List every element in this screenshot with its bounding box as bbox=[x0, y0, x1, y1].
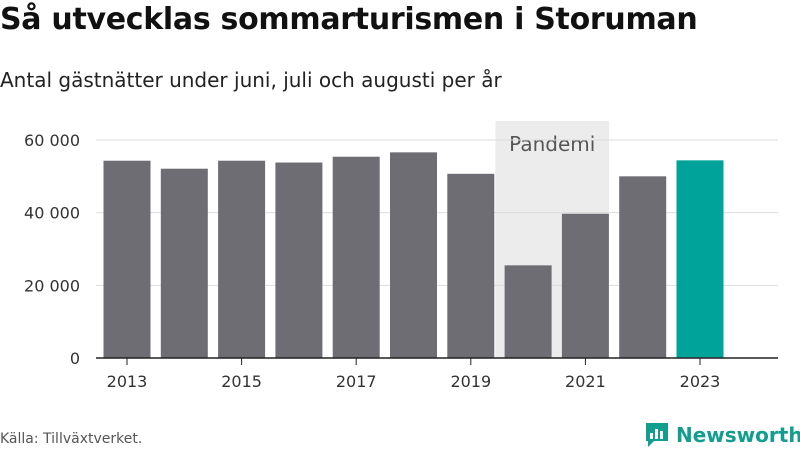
y-tick-label: 0 bbox=[70, 349, 80, 368]
x-tick-label: 2019 bbox=[450, 372, 491, 391]
bar-2017 bbox=[332, 156, 380, 358]
bar-2023 bbox=[676, 160, 724, 358]
bar-2021 bbox=[561, 213, 609, 358]
bar-2013 bbox=[103, 160, 151, 358]
axes: 0 20 000 40 000 60 000 2013 2015 2017 2019 2021 2… bbox=[24, 131, 778, 391]
newsworthy-logo-icon bbox=[646, 423, 668, 447]
x-tick-label: 2023 bbox=[680, 372, 721, 391]
x-tick-label: 2015 bbox=[221, 372, 262, 391]
bar-2014 bbox=[160, 168, 208, 358]
bar-2022 bbox=[619, 176, 667, 358]
bar-2019 bbox=[447, 173, 495, 358]
chart-subtitle: Antal gästnätter under juni, juli och au… bbox=[0, 68, 502, 92]
bar-2016 bbox=[275, 162, 323, 358]
brand-logo[interactable]: Newsworthy bbox=[644, 419, 800, 451]
chart-title: Så utvecklas sommarturismen i Storuman bbox=[0, 2, 698, 37]
bars bbox=[103, 152, 724, 358]
bar-2018 bbox=[390, 152, 437, 358]
pandemic-label: Pandemi bbox=[509, 132, 595, 156]
x-tick-label: 2021 bbox=[565, 372, 606, 391]
bar-2015 bbox=[218, 160, 266, 358]
source-note: Källa: Tillväxtverket. bbox=[0, 431, 143, 447]
brand-name: Newsworthy bbox=[676, 423, 800, 447]
y-tick-label: 60 000 bbox=[24, 131, 80, 150]
y-tick-label: 40 000 bbox=[24, 204, 80, 223]
x-tick-label: 2017 bbox=[336, 372, 377, 391]
bar-2020 bbox=[504, 265, 552, 358]
x-tick-label: 2013 bbox=[107, 372, 148, 391]
y-tick-label: 20 000 bbox=[24, 276, 80, 295]
